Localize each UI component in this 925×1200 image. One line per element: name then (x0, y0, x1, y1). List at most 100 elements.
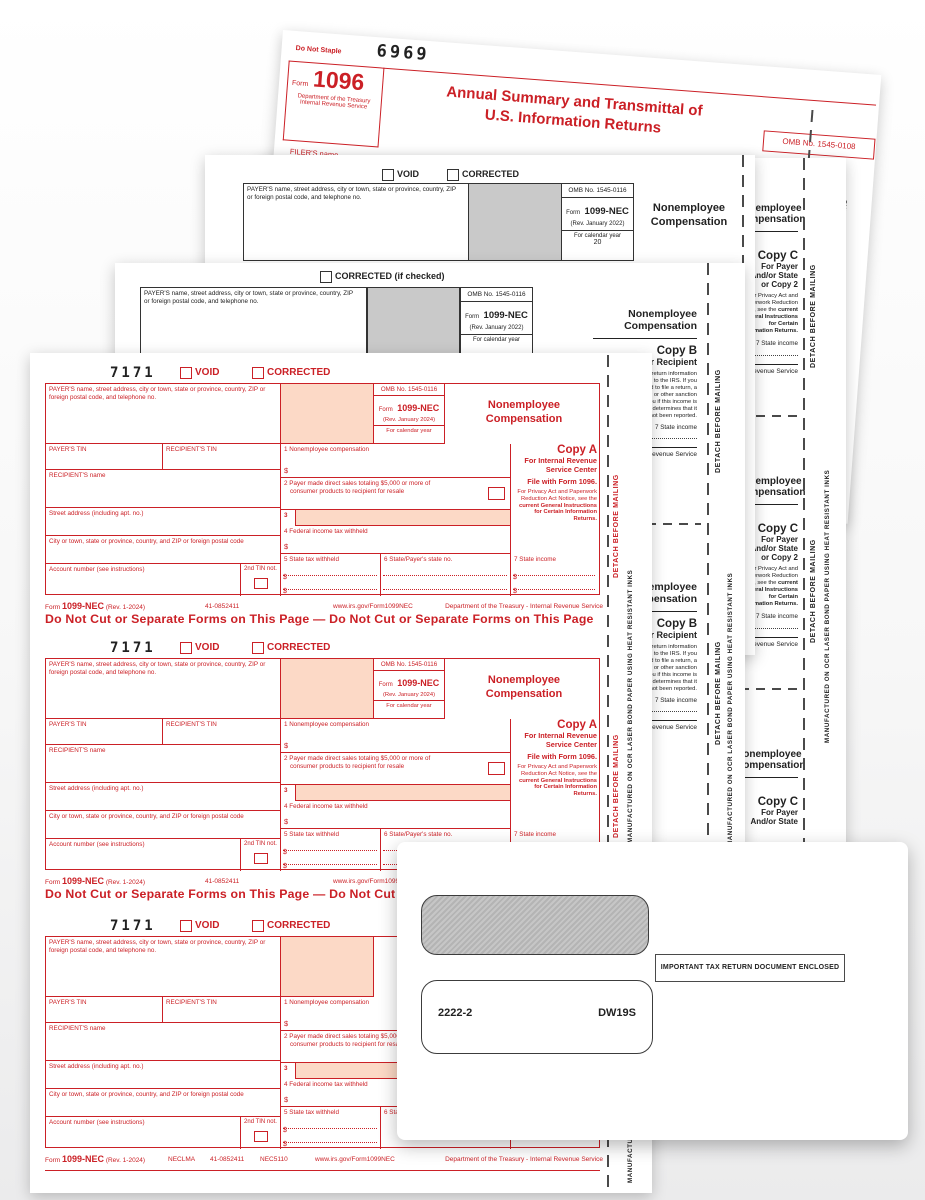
box4-cell: 4 Federal income tax withheld $ (281, 526, 511, 554)
nec-revision: (Rev. January 2022) (469, 325, 524, 331)
omb-column: OMB No. 1545-0116 Form 1099-NEC (Rev. Ja… (374, 384, 445, 444)
box4-label: 4 Federal income tax withheld (284, 528, 368, 535)
corrected-checkbox (252, 367, 264, 379)
second-tin-label: 2nd TIN not. (244, 841, 277, 847)
box5-cell: 5 State tax withheld $ $ (281, 829, 381, 871)
amount-line: $ (283, 1119, 377, 1134)
recipients-tin-label: RECIPIENT'S TIN (166, 999, 217, 1006)
payers-tin-cell: PAYER'S TIN (46, 997, 163, 1023)
street-label: Street address (including apt. no.) (49, 510, 144, 517)
second-tin-checkbox (254, 578, 268, 589)
calendar-year-label: For calendar year (573, 233, 622, 239)
amount-line (383, 566, 507, 576)
box2-cell: 2 Payer made direct sales totaling $5,00… (281, 478, 511, 510)
footer-form-word: Form (45, 879, 61, 886)
box5-label: 5 State tax withheld (284, 556, 339, 563)
manufactured-paper-label: MANUFACTURED ON OCR LASER BOND PAPER USI… (627, 569, 634, 843)
dollar-sign: $ (284, 741, 289, 750)
box4-label: 4 Federal income tax withheld (284, 803, 368, 810)
nec-title-line2: Compensation (485, 413, 563, 425)
copy-c-for-line3: or Copy 2 (761, 553, 798, 562)
account-label: Account number (see instructions) (49, 841, 145, 848)
footer-code-nec5110: NEC5110 (260, 1156, 288, 1163)
form-code: 7171 (110, 640, 156, 656)
copy-a-label: Copy A (557, 719, 597, 731)
omb-column: OMB No. 1545-0116 Form 1099-NEC (Rev. Ja… (561, 183, 634, 261)
detach-before-mailing-label: DETACH BEFORE MAILING (715, 369, 722, 473)
city-cell: City or town, state or province, country… (46, 536, 281, 564)
payer-info-box: PAYER'S name, street address, city or to… (243, 183, 469, 261)
tax-document-notice: IMPORTANT TAX RETURN DOCUMENT ENCLOSED (660, 964, 840, 971)
nec-title-line1: Nonemployee (736, 476, 802, 487)
copy-c-privacy: For Privacy Act and Paperwork Reduction … (736, 293, 798, 335)
payer-info-box: PAYER'S name, street address, city or to… (46, 659, 281, 719)
box6-label: 6 State/Payer's state no. (384, 556, 453, 563)
nec-title-line1: Nonemployee (736, 749, 802, 760)
void-checkbox (180, 920, 192, 932)
masked-id-box (367, 287, 460, 365)
copy-c-label: Copy C (757, 250, 798, 262)
footer-treasury: Department of the Treasury - Internal Re… (445, 603, 603, 610)
detach-before-mailing-label: DETACH BEFORE MAILING (613, 734, 620, 838)
envelope-window-bottom: 2222-2 DW19S (421, 980, 653, 1054)
box2-label-line2: consumer products to recipient for resal… (290, 487, 405, 495)
city-cell: City or town, state or province, country… (46, 811, 281, 839)
form-1096-code: 6969 (375, 41, 431, 66)
amount-line: $ (513, 566, 595, 581)
manufactured-paper-label: MANUFACTURED ON OCR LASER BOND PAPER USI… (727, 572, 734, 846)
privacy-bold: current General Instructions for Certain… (740, 307, 798, 334)
copy-a-column: Copy A For Internal Revenue Service Cent… (511, 444, 599, 554)
void-label: VOID (195, 920, 220, 931)
footer-code: 41-0852411 (210, 1156, 245, 1163)
state-income-peek: 7 State income (654, 697, 697, 704)
dotted-line (736, 622, 798, 629)
footer-code: 41-0852411 (205, 603, 240, 610)
privacy-pre: For Privacy Act and Paperwork Reduction … (517, 764, 597, 777)
payers-tin-label: PAYER'S TIN (49, 446, 87, 453)
corrected-label: CORRECTED (267, 642, 331, 653)
box2-label-line1: 2 Payer made direct sales totaling $5,00… (284, 755, 431, 762)
detach-before-mailing-label: DETACH BEFORE MAILING (613, 474, 620, 578)
copy-c-for-line1: For Payer (761, 808, 798, 817)
year-prefix: 20 (593, 239, 602, 246)
copy-a-line2: Service Center (545, 465, 597, 474)
box5-label: 5 State tax withheld (284, 831, 339, 838)
recipients-tin-label: RECIPIENT'S TIN (166, 721, 217, 728)
omb-column: OMB No. 1545-0116 Form 1099-NEC (Rev. Ja… (374, 659, 445, 719)
form-box: PAYER'S name, street address, city or to… (45, 658, 600, 871)
box6-cell: 6 State/Payer's state no. (381, 554, 511, 596)
amount-line: $ (283, 580, 377, 595)
nec-revision: (Rev. January 2022) (570, 221, 625, 227)
dollar-sign: $ (284, 1095, 289, 1104)
footer-form-word: Form (45, 604, 61, 611)
recipients-tin-cell: RECIPIENT'S TIN (163, 444, 281, 470)
corrected-checkbox (320, 271, 332, 283)
form-word: Form (378, 407, 393, 413)
city-label: City or town, state or province, country… (49, 1091, 244, 1098)
box3-chip: 3 (281, 785, 296, 801)
account-label: Account number (see instructions) (49, 566, 145, 573)
payers-tin-cell: PAYER'S TIN (46, 444, 163, 470)
nec-title-line1: Nonemployee (652, 202, 726, 214)
masked-id-box (468, 183, 562, 261)
payer-info-box: PAYER'S name, street address, city or to… (46, 384, 281, 444)
account-cell: Account number (see instructions) (46, 564, 241, 596)
void-checkbox (180, 642, 192, 654)
payer-info-box: PAYER'S name, street address, city or to… (46, 937, 281, 997)
pink-box (281, 937, 374, 997)
omb-1096-number: OMB No. 1545-0108 (782, 136, 856, 152)
state-income-peek: 7 State income (755, 613, 798, 620)
box7-cell: 7 State income $ $ (511, 554, 599, 596)
copy-b-for-line: For Recipient (639, 357, 697, 367)
dollar-sign: $ (284, 466, 289, 475)
corrected-checkbox (447, 169, 459, 181)
box3-label: 3 (284, 1065, 288, 1072)
box1-cell: 1 Nonemployee compensation $ (281, 719, 511, 753)
dollar-sign: $ (284, 1019, 289, 1028)
tax-document-notice-box: IMPORTANT TAX RETURN DOCUMENT ENCLOSED (655, 954, 845, 982)
payers-tin-label: PAYER'S TIN (49, 721, 87, 728)
copy-a-privacy: For Privacy Act and Paperwork Reduction … (511, 764, 597, 798)
perforation-line (803, 158, 805, 856)
form-footer: Form 1099-NEC (Rev. 1-2024) NECLMA 41-08… (45, 1154, 603, 1164)
footer-number: 1099-NEC (61, 1154, 105, 1164)
